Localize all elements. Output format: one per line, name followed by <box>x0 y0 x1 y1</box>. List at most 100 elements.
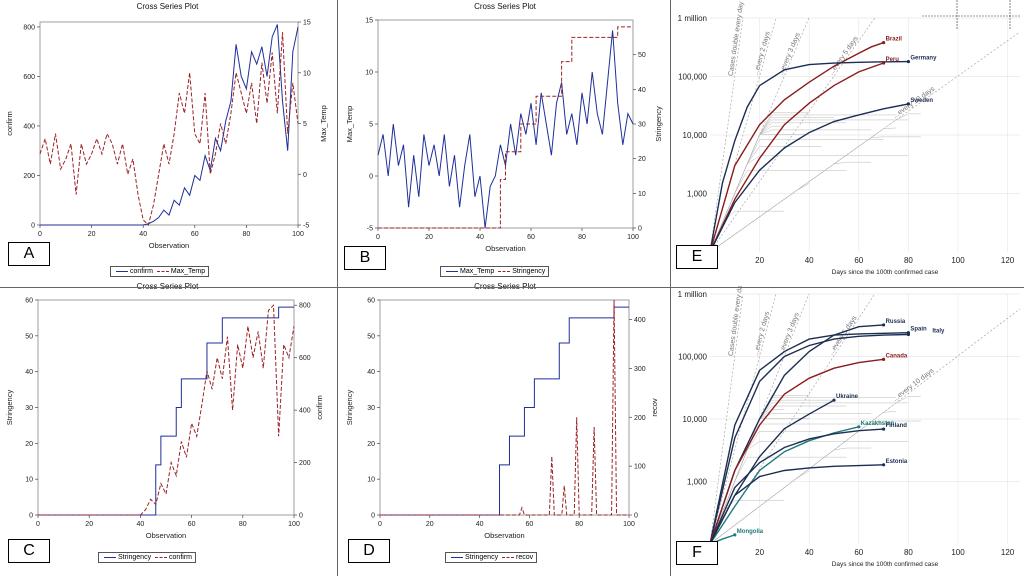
y-tick-label: 1,000 <box>687 478 708 487</box>
legend-swatch <box>156 270 169 272</box>
series-line-stringency <box>378 26 633 229</box>
y-left-tick-label: 15 <box>365 18 373 25</box>
x-tick-label: 80 <box>904 256 913 265</box>
x-tick-label: 80 <box>578 234 586 241</box>
x-tick-label: 40 <box>476 234 484 241</box>
y-right-tick-label: 600 <box>299 355 311 362</box>
country-line-brazil <box>709 41 884 253</box>
legend-c: Stringency confirm <box>98 552 196 563</box>
background-trajectory <box>709 129 872 253</box>
country-line-sweden <box>709 103 909 253</box>
x-tick-label: 100 <box>623 521 635 528</box>
y-right-tick-label: 0 <box>303 172 307 179</box>
panel-label-c: C <box>8 539 50 563</box>
country-label: Germany <box>910 56 937 62</box>
y-right-tick-label: 0 <box>299 513 303 520</box>
y-left-tick-label: 50 <box>25 333 33 340</box>
x-tick-label: 60 <box>527 234 535 241</box>
y-right-tick-label: 0 <box>638 226 642 233</box>
y-tick-label: 1 million <box>678 14 707 23</box>
y-left-tick-label: 40 <box>367 369 375 376</box>
x-tick-label: 20 <box>755 256 764 265</box>
y-tick-label: 100,000 <box>678 353 707 362</box>
background-trajectory <box>709 423 884 545</box>
background-trajectory <box>709 113 921 253</box>
divider-v1 <box>337 0 338 576</box>
x-tick-label: 100 <box>627 234 639 241</box>
y-right-tick-label: 300 <box>634 366 646 373</box>
chart-e: 1,000 10,000 100,000 1 million 20 40 60 80 100 12… <box>678 0 1021 276</box>
y-left-tick-label: 600 <box>23 74 35 81</box>
y-right-tick-label: 15 <box>303 20 311 27</box>
y-tick-label: 10,000 <box>683 415 708 424</box>
y-left-axis-label: confirm <box>5 111 14 136</box>
y-left-tick-label: 5 <box>369 122 373 129</box>
legend-swatch <box>104 556 116 558</box>
y-left-tick-label: 0 <box>369 174 373 181</box>
country-line-spain <box>709 332 909 545</box>
y-right-tick-label: 0 <box>634 513 638 520</box>
y-tick-label: 10,000 <box>683 131 708 140</box>
y-right-tick-label: 400 <box>634 317 646 324</box>
country-endpoint <box>906 102 910 106</box>
y-left-axis-label: Stringency <box>345 390 354 426</box>
legend-entry: Max_Temp <box>170 268 206 275</box>
background-trajectory <box>709 431 822 545</box>
y-right-tick-label: 30 <box>638 122 646 129</box>
panel-label-f: F <box>676 541 718 565</box>
chart-title: Cross Series Plot <box>0 282 335 291</box>
chart-a: 0 20 40 60 80 100 0 200 400 600 800 -5 0 5 10 15 Observa… <box>5 20 328 251</box>
country-label: Italy <box>932 328 945 334</box>
legend-entry: confirm <box>130 268 153 275</box>
y-right-tick-label: 100 <box>634 464 646 471</box>
y-left-tick-label: -5 <box>367 226 373 233</box>
country-line-kazakhstan <box>709 426 859 545</box>
divider-h <box>0 287 1024 288</box>
country-endpoint <box>906 59 910 64</box>
y-right-tick-label: 40 <box>638 87 646 94</box>
country-label: Ukraine <box>836 394 859 400</box>
y-right-tick-label: 200 <box>634 415 646 422</box>
doubling-guide-label: Cases double every day <box>728 286 745 357</box>
y-left-tick-label: 10 <box>25 477 33 484</box>
x-tick-label: 20 <box>88 231 96 238</box>
panel-f: 1,000 10,000 100,000 1 million 20 40 60 80 100 12… <box>672 286 1024 576</box>
plot-area <box>37 299 295 516</box>
y-left-axis-label: Max_Temp <box>345 106 354 143</box>
legend-entry: confirm <box>169 554 192 561</box>
x-tick-label: 60 <box>526 521 534 528</box>
plot-area <box>379 299 630 516</box>
divider-v2 <box>670 0 671 576</box>
y-right-tick-label: 400 <box>299 408 311 415</box>
y-right-axis-label: Max_Temp <box>319 105 328 142</box>
country-line-ukraine <box>709 399 835 545</box>
legend-swatch <box>451 556 463 558</box>
series-line-stringency <box>38 306 294 516</box>
x-tick-label: 40 <box>139 231 147 238</box>
chart-d: 0 20 40 60 80 10001020304050600100200300400Ob… <box>345 298 659 541</box>
chart-title: Cross Series Plot <box>136 2 199 11</box>
y-left-tick-label: 0 <box>29 513 33 520</box>
country-endpoint <box>882 40 886 45</box>
x-tick-label: 20 <box>85 521 93 528</box>
country-label: Canada <box>886 353 908 359</box>
y-left-tick-label: 0 <box>31 223 35 230</box>
background-trajectory <box>709 456 847 545</box>
x-tick-label: 60 <box>188 521 196 528</box>
country-line-estonia <box>709 464 884 545</box>
chart-title: Cross Series Plot <box>340 282 670 291</box>
background-trajectory <box>709 114 896 253</box>
y-right-axis-label: recov <box>650 398 659 417</box>
plot-area <box>377 19 634 229</box>
country-endpoint <box>832 398 836 402</box>
doubling-guide <box>709 31 1021 253</box>
x-tick-label: 0 <box>376 234 380 241</box>
doubling-guide-label: ...every 10 days <box>892 367 936 403</box>
x-tick-label: 0 <box>378 521 382 528</box>
y-right-axis-label: confirm <box>315 395 324 420</box>
y-left-tick-label: 40 <box>25 369 33 376</box>
legend-entry: recov <box>516 554 534 561</box>
country-line-canada <box>709 358 884 545</box>
y-left-tick-label: 0 <box>371 513 375 520</box>
doubling-guide-label: ...every 3 days <box>778 31 802 76</box>
